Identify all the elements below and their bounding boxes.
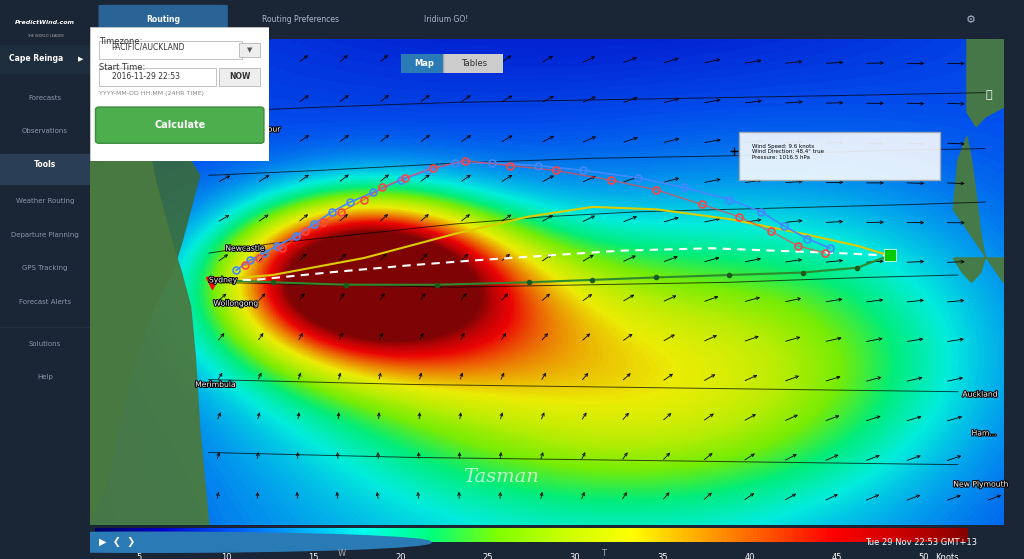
Text: Tasman: Tasman	[463, 468, 539, 486]
Text: 10: 10	[221, 553, 231, 559]
Text: Solutions: Solutions	[29, 341, 61, 347]
FancyBboxPatch shape	[443, 53, 505, 74]
Text: Start Time:: Start Time:	[99, 63, 145, 72]
Bar	[239, 42, 260, 58]
Text: Map: Map	[414, 59, 433, 68]
Text: 2016-11-29 22:53: 2016-11-29 22:53	[112, 72, 179, 81]
Text: Tools: Tools	[34, 160, 56, 169]
Text: 50: 50	[919, 553, 930, 559]
Text: 25: 25	[482, 553, 494, 559]
Text: T: T	[601, 548, 606, 558]
Polygon shape	[953, 136, 1004, 282]
Circle shape	[0, 532, 431, 552]
Polygon shape	[967, 39, 1004, 127]
Bar	[99, 68, 216, 86]
Text: Iridium GO!: Iridium GO!	[424, 15, 468, 24]
Text: Sydney: Sydney	[209, 276, 237, 285]
Polygon shape	[90, 39, 209, 525]
Bar	[0, 154, 90, 184]
Text: Newcastle: Newcastle	[225, 244, 265, 253]
Text: 📍: 📍	[986, 91, 992, 100]
Bar	[0, 45, 90, 73]
Text: Observations: Observations	[23, 129, 68, 134]
Text: Wind Speed: 9.6 knots
Wind Direction: 48.4° true
Pressure: 1016.5 hPa: Wind Speed: 9.6 knots Wind Direction: 48…	[753, 144, 824, 160]
Text: Timezone:: Timezone:	[99, 37, 142, 46]
FancyBboxPatch shape	[395, 53, 452, 74]
Text: Forecast Alerts: Forecast Alerts	[19, 299, 71, 305]
Text: NOW: NOW	[229, 72, 251, 81]
Bar	[219, 68, 260, 86]
Text: 45: 45	[831, 553, 842, 559]
Polygon shape	[90, 39, 200, 525]
Text: Tables: Tables	[462, 59, 487, 68]
Text: Departure Planning: Departure Planning	[11, 232, 79, 238]
Text: 35: 35	[657, 553, 668, 559]
Text: Cape Reinga: Cape Reinga	[9, 54, 63, 63]
Text: 20: 20	[395, 553, 406, 559]
Text: Auckland: Auckland	[963, 390, 998, 399]
Bar	[738, 131, 940, 180]
Text: Calculate: Calculate	[154, 120, 206, 130]
FancyBboxPatch shape	[95, 107, 264, 143]
Text: Routing Preferences: Routing Preferences	[262, 15, 339, 24]
Text: Wollongong: Wollongong	[213, 299, 258, 307]
Text: PredictWind.com: PredictWind.com	[15, 20, 75, 25]
Text: 30: 30	[569, 553, 581, 559]
Text: 40: 40	[744, 553, 755, 559]
Text: THE WORLD LEADER: THE WORLD LEADER	[27, 34, 63, 39]
Bar	[99, 41, 243, 59]
Text: PACIFIC/AUCKLAND: PACIFIC/AUCKLAND	[112, 43, 185, 52]
Text: Tue 29 Nov 22:53 GMT+13: Tue 29 Nov 22:53 GMT+13	[865, 538, 977, 547]
Bar	[0, 0, 90, 45]
Text: GPS Tracking: GPS Tracking	[23, 266, 68, 271]
Text: Routing: Routing	[146, 15, 180, 24]
Text: Forecasts: Forecasts	[29, 95, 61, 101]
Text: YYYY-MM-DD HH:MM (24HR TIME): YYYY-MM-DD HH:MM (24HR TIME)	[99, 91, 204, 96]
Text: ▶: ▶	[78, 56, 83, 61]
Text: ▶  ❮  ❯: ▶ ❮ ❯	[99, 537, 136, 547]
Text: 's Harbour: 's Harbour	[241, 125, 281, 134]
Text: Merimbula: Merimbula	[196, 380, 236, 389]
Text: W: W	[338, 548, 346, 558]
Text: ⚙: ⚙	[966, 15, 976, 25]
Text: New Plymouth: New Plymouth	[953, 480, 1009, 489]
Text: Ham...: Ham...	[972, 429, 996, 438]
Text: ▼: ▼	[247, 47, 252, 53]
FancyBboxPatch shape	[99, 6, 227, 36]
Text: 5: 5	[136, 553, 141, 559]
Text: Knots: Knots	[935, 553, 958, 559]
Text: 15: 15	[308, 553, 318, 559]
Text: Weather Routing: Weather Routing	[15, 198, 75, 204]
Text: Help: Help	[37, 375, 53, 380]
